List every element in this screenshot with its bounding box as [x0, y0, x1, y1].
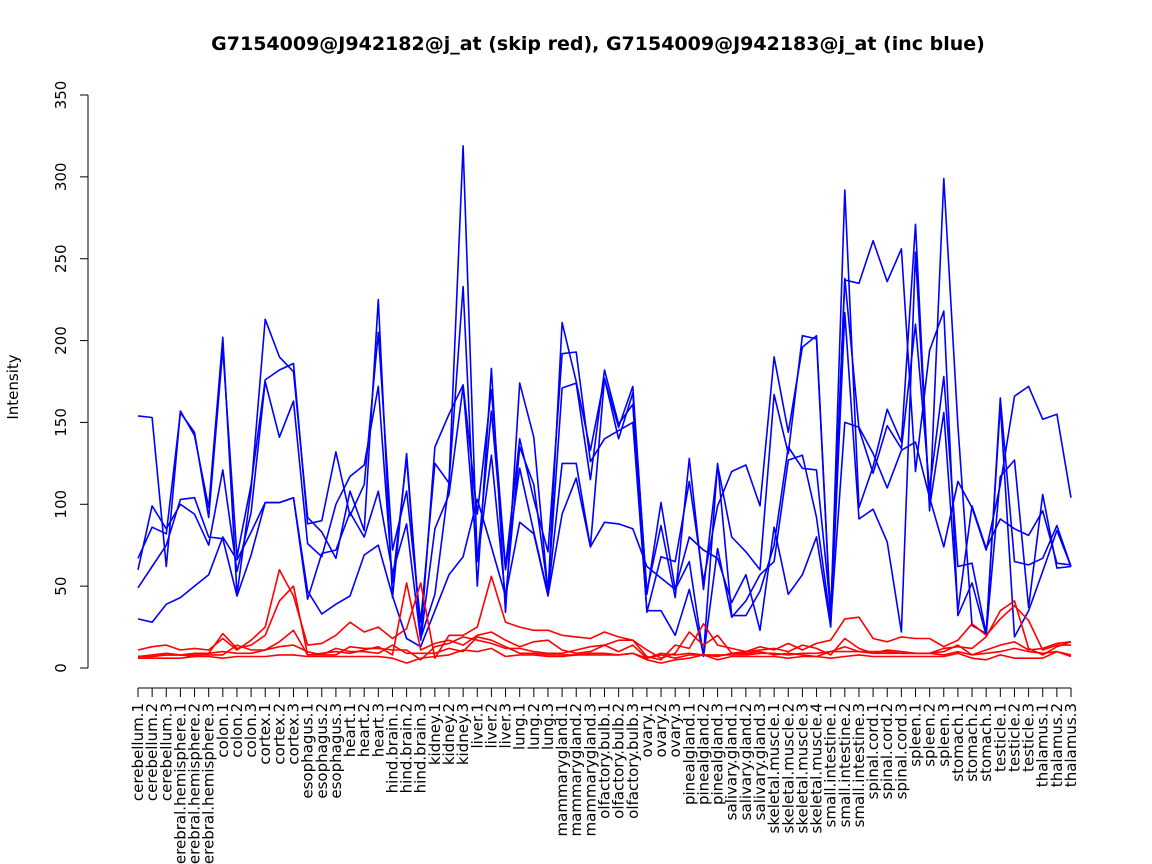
- inc-series-line: [137, 385, 1072, 658]
- x-tick-label: cortex.3: [285, 703, 303, 765]
- y-axis: 0 50 100 150 200 250 300 350: [52, 81, 89, 673]
- x-tick-label: skeletal.muscle.3: [793, 703, 811, 834]
- y-tick-label: 350: [52, 81, 70, 110]
- x-tick-label: esophagus.3: [327, 703, 345, 799]
- x-tick-label: salivary.gland.3: [751, 703, 769, 820]
- x-tick-label: testicle.1: [991, 703, 1009, 772]
- x-axis: cerebellum.1cerebellum.2cerebellum.3cere…: [129, 687, 1080, 864]
- x-tick-label: testicle.2: [1005, 703, 1023, 772]
- x-tick-label: colon.3: [242, 703, 260, 758]
- x-tick-label: small.intestine.2: [836, 703, 854, 827]
- x-tick-label: stomach.2: [963, 703, 981, 782]
- x-tick-label: esophagus.2: [313, 703, 331, 799]
- x-tick-label: kidney.2: [440, 703, 458, 765]
- x-tick-label: cerebral.hemisphere.2: [186, 703, 204, 864]
- y-tick-label: 100: [52, 490, 70, 519]
- x-tick-label: liver.3: [497, 703, 515, 749]
- y-axis-label: Intensity: [4, 354, 22, 419]
- x-tick-label: salivary.gland.2: [737, 703, 755, 820]
- x-tick-label: liver.1: [468, 703, 486, 749]
- series-group: [137, 145, 1072, 664]
- x-tick-label: skeletal.muscle.1: [765, 703, 783, 834]
- x-tick-label: heart.1: [341, 703, 359, 757]
- x-tick-label: hind.brain.3: [412, 703, 430, 793]
- x-tick-label: testicle.3: [1020, 703, 1038, 772]
- x-tick-label: spinal.cord.1: [864, 703, 882, 799]
- y-tick-label: 250: [52, 244, 70, 273]
- x-tick-label: small.intestine.1: [822, 703, 840, 827]
- x-tick-label: heart.3: [369, 703, 387, 757]
- skip-series-line: [137, 568, 1071, 661]
- y-tick-label: 150: [52, 408, 70, 437]
- x-tick-label: olfactory.bulb.2: [610, 703, 628, 819]
- x-tick-label: pinealgland.2: [694, 703, 712, 805]
- x-tick-label: esophagus.1: [299, 703, 317, 799]
- x-tick-label: hind.brain.2: [398, 703, 416, 793]
- skip-series-line: [138, 647, 1072, 664]
- x-tick-label: thalamus.2: [1048, 703, 1066, 787]
- x-tick-label: lung.3: [539, 703, 557, 750]
- x-tick-label: ovary.3: [666, 703, 684, 757]
- x-tick-label: ovary.1: [638, 703, 656, 757]
- inc-series-line: [137, 251, 1072, 642]
- x-tick-label: spinal.cord.3: [892, 703, 910, 799]
- x-tick-label: pinealgland.3: [709, 703, 727, 805]
- inc-series-line: [137, 145, 1072, 640]
- inc-series-line: [137, 277, 1072, 638]
- x-tick-label: cortex.2: [270, 703, 288, 765]
- x-tick-label: colon.1: [214, 703, 232, 758]
- x-tick-label: cortex.1: [256, 703, 274, 765]
- skip-series-line: [138, 636, 1072, 660]
- x-tick-label: olfactory.bulb.1: [596, 703, 614, 819]
- x-tick-label: pinealgland.1: [680, 703, 698, 805]
- x-tick-label: heart.2: [355, 703, 373, 757]
- x-tick-label: skeletal.muscle.4: [808, 703, 826, 834]
- x-tick-label: lung.1: [511, 703, 529, 750]
- x-tick-label: kidney.3: [454, 703, 472, 765]
- x-tick-label: spleen.1: [907, 703, 925, 767]
- x-tick-label: thalamus.3: [1062, 703, 1080, 787]
- x-tick-label: cerebral.hemisphere.1: [171, 703, 189, 864]
- x-tick-label: ovary.2: [652, 703, 670, 757]
- x-tick-label: colon.2: [228, 703, 246, 758]
- x-tick-label: thalamus.1: [1034, 703, 1052, 787]
- x-tick-label: spinal.cord.2: [878, 703, 896, 799]
- x-tick-label: spleen.3: [935, 703, 953, 767]
- x-tick-label: mammarygland.2: [567, 703, 585, 836]
- x-tick-label: stomach.1: [949, 703, 967, 782]
- x-tick-label: mammarygland.3: [581, 703, 599, 836]
- x-tick-label: olfactory.bulb.3: [624, 703, 642, 819]
- y-tick-label: 300: [52, 163, 70, 192]
- x-tick-label: hind.brain.1: [383, 703, 401, 793]
- y-tick-label: 0: [52, 663, 70, 673]
- chart-title: G7154009@J942182@j_at (skip red), G71540…: [211, 33, 985, 55]
- y-tick-label: 200: [52, 326, 70, 355]
- inc-series-line: [137, 239, 1072, 656]
- x-tick-label: small.intestine.3: [850, 703, 868, 827]
- x-tick-label: cerebellum.1: [129, 703, 147, 801]
- x-tick-label: spleen.2: [921, 703, 939, 767]
- y-tick-label: 50: [52, 577, 70, 596]
- x-tick-label: cerebellum.3: [157, 703, 175, 801]
- x-tick-label: salivary.gland.1: [723, 703, 741, 820]
- x-tick-label: cerebellum.2: [143, 703, 161, 801]
- x-tick-label: liver.2: [482, 703, 500, 749]
- x-tick-label: lung.2: [525, 703, 543, 750]
- x-tick-label: cerebral.hemisphere.3: [200, 703, 218, 864]
- x-tick-label: stomach.3: [977, 703, 995, 782]
- x-tick-label: skeletal.muscle.2: [779, 703, 797, 834]
- x-tick-label: mammarygland.1: [553, 703, 571, 836]
- x-tick-label: kidney.1: [426, 703, 444, 765]
